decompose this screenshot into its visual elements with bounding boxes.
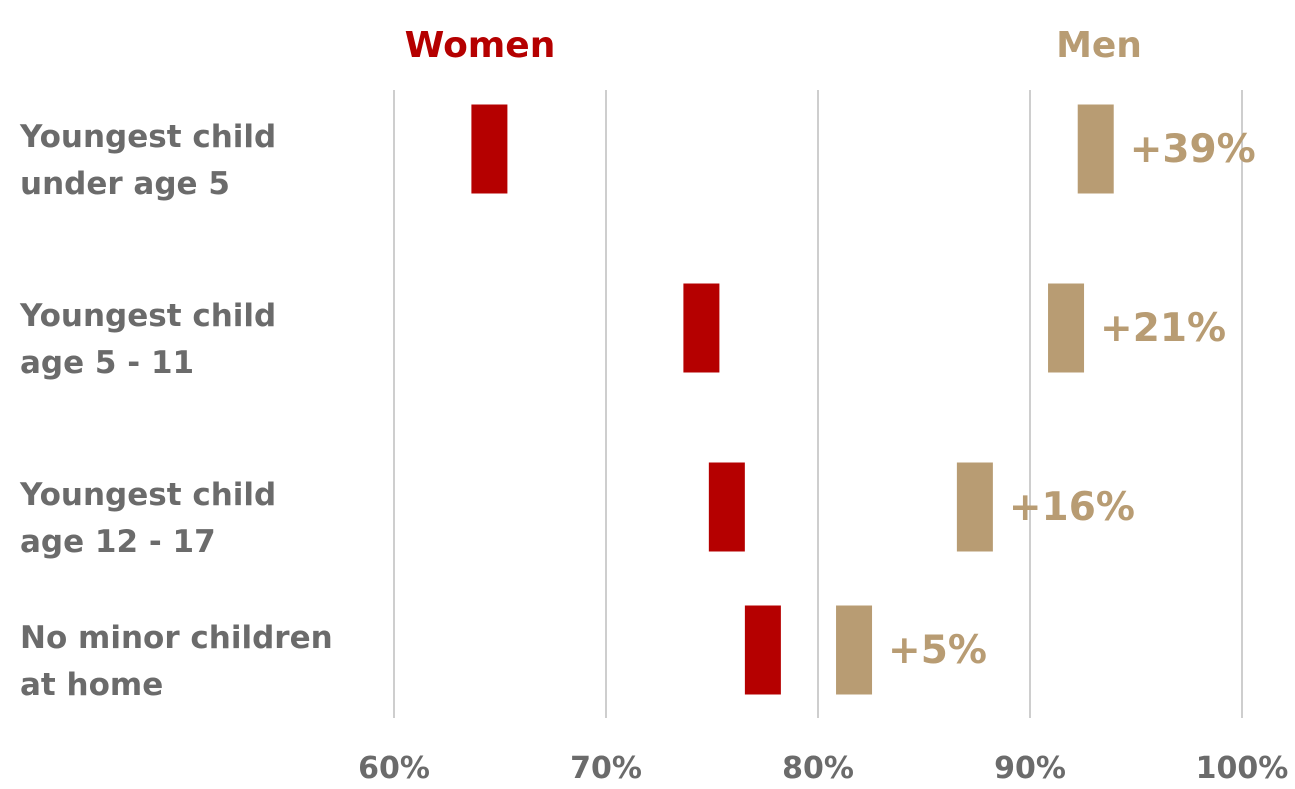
women-marker [708,462,745,552]
diff-label: +21% [1100,306,1226,351]
legend-men: Men [1056,25,1142,66]
diff-label: +16% [1009,485,1135,530]
marker-layer [471,104,1114,695]
men-marker [836,605,873,695]
grid-layer [393,90,1243,718]
category-label: Youngest child [19,477,276,513]
x-tick-label: 70% [570,751,642,786]
x-tick-label: 90% [994,751,1066,786]
category-label: under age 5 [20,166,230,202]
x-tick-label: 80% [782,751,854,786]
category-label: No minor children [20,620,333,656]
men-marker [1048,283,1085,373]
category-label: age 12 - 17 [20,524,216,560]
text-layer: 60% 70% 80% 90% 100% Women Men Youngest child un… [19,25,1288,786]
category-label: at home [20,667,163,703]
diff-label: +39% [1130,127,1256,172]
women-marker [471,104,508,194]
women-marker [744,605,781,695]
men-marker [1077,104,1114,194]
women-marker [683,283,720,373]
legend-women: Women [405,25,556,66]
category-label: Youngest child [19,119,276,155]
x-tick-label: 100% [1196,751,1289,786]
men-marker [956,462,993,552]
x-tick-label: 60% [358,751,430,786]
category-label: Youngest child [19,298,276,334]
category-label: age 5 - 11 [20,345,194,381]
diff-label: +5% [888,628,987,673]
